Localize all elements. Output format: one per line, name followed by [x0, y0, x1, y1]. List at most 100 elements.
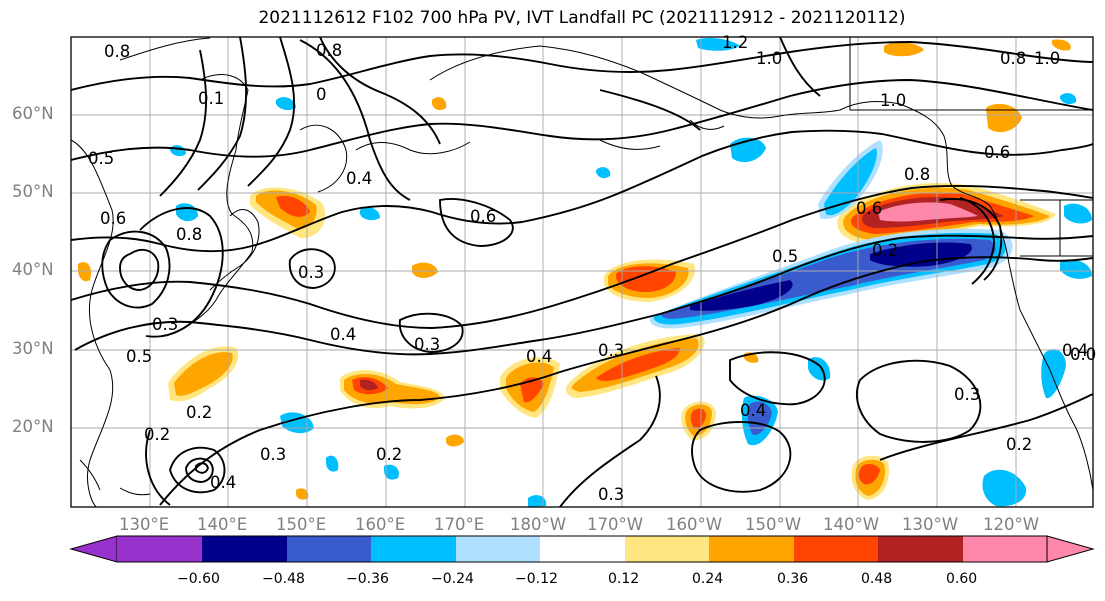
colorbar-bin: [202, 536, 287, 562]
pv-contour: [71, 184, 1093, 329]
pv-contour: [439, 198, 514, 247]
colorbar-bin: [371, 536, 456, 562]
pv-contour: [71, 129, 1093, 253]
contour-label: 0.2: [872, 241, 898, 260]
contour-label: 0.3: [954, 385, 980, 404]
positive-anomaly: [78, 261, 92, 282]
colorbar-bin: [709, 536, 794, 562]
contour-label: 0.6: [856, 199, 882, 218]
negative-anomaly: [528, 495, 547, 507]
colorbar-tick-label: −0.36: [346, 571, 389, 587]
pv-contour: [195, 462, 210, 474]
colorbar-tick-label: 0.12: [608, 571, 640, 587]
contour-label: 0: [316, 85, 327, 104]
contour-label: 0.8: [1000, 49, 1026, 68]
contour-label: 0.0: [1070, 345, 1096, 364]
contour-label: 0.2: [144, 425, 170, 444]
contour-label: 0.3: [414, 335, 440, 354]
lon-label: 120°W: [983, 515, 1040, 534]
lat-label: 30°N: [12, 339, 54, 358]
pv-contour: [74, 234, 1093, 356]
colorbar-tick-label: 0.24: [692, 571, 724, 587]
colorbar-bin: [963, 536, 1047, 562]
contour-label: 0.2: [1006, 435, 1032, 454]
lon-label: 160°E: [355, 515, 406, 534]
lon-label: 140°E: [197, 515, 248, 534]
contour-label: 0.4: [330, 325, 356, 344]
negative-anomaly: [1060, 259, 1092, 279]
pv-contour: [139, 207, 224, 338]
pv-contour: [197, 37, 248, 191]
colorbar-tick-label: −0.12: [515, 571, 558, 587]
colorbar-tick-label: 0.60: [946, 571, 978, 587]
pv-contour: [185, 457, 214, 483]
negative-anomaly: [747, 401, 772, 435]
contour-label: 0.5: [772, 247, 798, 266]
pv-contour: [319, 37, 441, 145]
positive-anomaly: [1052, 39, 1071, 51]
contour-label: 1.0: [1034, 49, 1060, 68]
pv-contour: [169, 446, 226, 494]
positive-anomaly: [174, 352, 233, 396]
contour-label: 0.6: [984, 143, 1010, 162]
map-title: 2021112612 F102 700 hPa PV, IVT Landfall…: [258, 8, 906, 28]
negative-anomaly: [276, 97, 296, 111]
negative-anomaly: [1041, 349, 1066, 399]
lon-label: 160°W: [666, 515, 723, 534]
contour-label: 1.2: [722, 33, 748, 52]
positive-anomaly: [690, 408, 706, 429]
colorbar-tick-label: −0.24: [431, 571, 474, 587]
lon-label: 170°W: [587, 515, 644, 534]
negative-anomaly: [596, 167, 611, 179]
negative-anomaly: [982, 469, 1027, 507]
positive-anomaly: [360, 379, 378, 391]
positive-anomaly: [446, 434, 464, 447]
pv-contour: [159, 49, 207, 197]
negative-anomaly: [384, 464, 399, 480]
lat-label: 50°N: [12, 182, 54, 201]
colorbar-extend-low: [69, 535, 118, 563]
contour-label: 0.4: [346, 169, 372, 188]
pv-contour: [856, 359, 982, 443]
pv-contour: [599, 37, 821, 131]
pv-contour: [729, 351, 826, 406]
pv-contour: [145, 429, 171, 506]
pv-contour: [398, 312, 464, 353]
lat-label: 60°N: [12, 104, 54, 123]
pv-contour: [71, 79, 1093, 161]
lon-label: 140°W: [823, 515, 880, 534]
colorbar-tick-label: −0.48: [262, 571, 305, 587]
contour-label: 0.4: [740, 401, 766, 420]
colorbar-bin: [456, 536, 540, 562]
lon-label: 130°E: [119, 515, 170, 534]
contour-label: 0.6: [470, 207, 496, 226]
contour-label: 0.4: [210, 473, 236, 492]
negative-anomaly: [696, 38, 740, 51]
colorbar-bin: [540, 536, 625, 562]
contour-label: 0.5: [126, 347, 152, 366]
contour-label: 0.5: [88, 149, 114, 168]
contour-labels: 0.8 1.2 1.0 1.0 0.8 1.0 0.1 0 0.8 0.5 0.…: [88, 33, 1096, 504]
negative-anomaly: [326, 455, 339, 472]
positive-anomaly: [878, 202, 978, 222]
pv-contour: [959, 197, 995, 285]
contour-label: 0.6: [100, 209, 126, 228]
negative-anomaly: [1060, 93, 1077, 105]
map-frame: [70, 36, 1094, 508]
colorbar-tick-label: 0.48: [861, 571, 893, 587]
lon-label: 170°E: [434, 515, 485, 534]
pv-contour: [71, 41, 1093, 91]
pv-contour: [559, 375, 661, 507]
positive-anomaly: [432, 97, 447, 111]
contour-label: 0.3: [598, 485, 624, 504]
negative-anomaly: [690, 280, 793, 311]
lon-label: 180°W: [510, 515, 567, 534]
lat-label: 40°N: [12, 260, 54, 279]
positive-anomaly: [858, 464, 880, 485]
contour-label: 0.2: [376, 445, 402, 464]
negative-anomaly: [824, 148, 877, 216]
colorbar: [69, 535, 1095, 563]
pv-contours: [71, 37, 1093, 507]
pv-contour: [247, 37, 296, 187]
colorbar-tick-label: 0.36: [777, 571, 809, 587]
